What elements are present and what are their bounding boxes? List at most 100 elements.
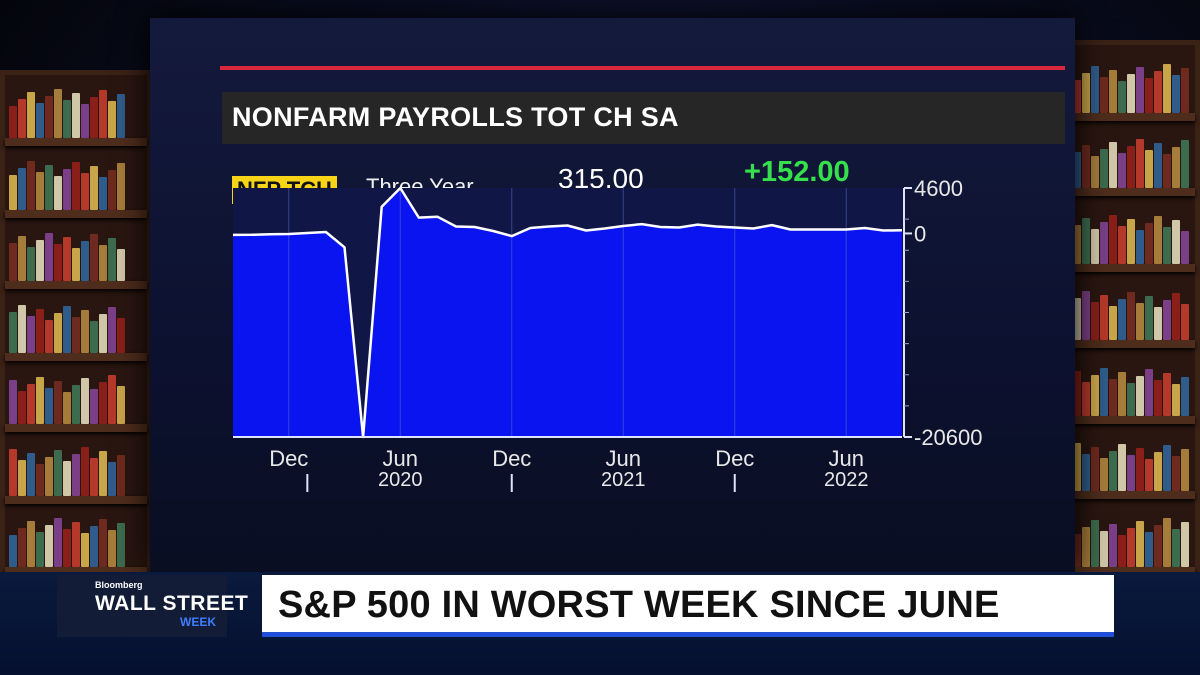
book xyxy=(108,101,116,139)
book xyxy=(1145,459,1153,492)
book xyxy=(1163,227,1171,265)
book xyxy=(18,391,26,425)
x-tick-label: Jun xyxy=(606,446,641,471)
book xyxy=(108,169,116,210)
book xyxy=(1163,63,1171,113)
book xyxy=(117,249,125,282)
book xyxy=(1136,139,1144,189)
chart-title-bar: NONFARM PAYROLLS TOT CH SA xyxy=(222,92,1065,144)
book xyxy=(108,461,116,496)
book xyxy=(1145,295,1153,340)
book xyxy=(1154,70,1162,113)
book xyxy=(1136,375,1144,416)
book xyxy=(36,240,44,282)
book xyxy=(1082,381,1090,416)
book xyxy=(54,449,62,496)
shelf-board xyxy=(1069,415,1195,424)
book xyxy=(1127,528,1135,567)
book xyxy=(1082,290,1090,340)
book xyxy=(117,386,125,425)
book xyxy=(9,243,17,282)
book xyxy=(1172,74,1180,113)
book xyxy=(72,248,80,282)
book xyxy=(117,162,125,210)
shelf-board xyxy=(1069,567,1195,575)
book-row xyxy=(9,301,143,353)
book xyxy=(1181,231,1189,265)
book xyxy=(18,459,26,496)
book xyxy=(1145,368,1153,416)
book xyxy=(81,533,89,567)
book xyxy=(1073,443,1081,492)
book xyxy=(45,96,53,139)
book xyxy=(1091,374,1099,416)
x-tick-label: Dec xyxy=(269,446,308,471)
payrolls-line xyxy=(232,186,903,439)
year-label: 2022 xyxy=(824,469,869,491)
book xyxy=(72,316,80,353)
chart-title: NONFARM PAYROLLS TOT CH SA xyxy=(232,102,679,132)
book xyxy=(1145,223,1153,265)
book xyxy=(1082,72,1090,113)
book-row xyxy=(1073,212,1191,265)
book xyxy=(1073,370,1081,416)
book xyxy=(1154,525,1162,567)
book xyxy=(36,308,44,353)
book xyxy=(1118,80,1126,113)
book xyxy=(1091,520,1099,567)
book xyxy=(1136,66,1144,113)
book xyxy=(99,176,107,210)
book xyxy=(1082,454,1090,492)
book xyxy=(1127,291,1135,340)
x-tick-label: Dec xyxy=(715,446,754,471)
book xyxy=(90,320,98,353)
book xyxy=(9,311,17,353)
x-tick-label: Dec xyxy=(492,446,531,471)
book xyxy=(63,100,71,139)
book xyxy=(18,528,26,567)
headline-text: S&P 500 IN WORST WEEK SINCE JUNE xyxy=(278,584,1000,626)
book-row xyxy=(1073,439,1191,492)
book xyxy=(27,384,35,425)
book xyxy=(1100,458,1108,492)
book xyxy=(1181,449,1189,492)
book xyxy=(63,460,71,496)
book xyxy=(1172,383,1180,416)
book-row xyxy=(9,515,143,567)
book xyxy=(1127,455,1135,492)
book xyxy=(1163,518,1171,567)
book xyxy=(18,236,26,282)
book xyxy=(99,313,107,353)
book xyxy=(36,532,44,567)
book xyxy=(1172,529,1180,567)
book xyxy=(81,309,89,353)
book xyxy=(1154,306,1162,340)
book xyxy=(1073,225,1081,265)
book xyxy=(1073,297,1081,340)
book-row xyxy=(9,158,143,210)
book xyxy=(1109,451,1117,492)
show-logo xyxy=(57,575,227,637)
book xyxy=(1109,142,1117,189)
book xyxy=(45,233,53,282)
book xyxy=(63,392,71,425)
book xyxy=(45,525,53,567)
book-row xyxy=(1073,515,1191,567)
bookshelf-left xyxy=(0,70,152,580)
book xyxy=(1109,524,1117,567)
book xyxy=(36,463,44,496)
book xyxy=(1100,222,1108,265)
book xyxy=(1118,226,1126,265)
book xyxy=(90,165,98,210)
book xyxy=(9,380,17,425)
book xyxy=(72,522,80,567)
book xyxy=(1154,452,1162,492)
book xyxy=(1145,532,1153,567)
book xyxy=(117,94,125,139)
bookshelf-right xyxy=(1064,40,1200,580)
shelf-board xyxy=(1069,188,1195,197)
book xyxy=(108,530,116,567)
book xyxy=(1145,150,1153,189)
book xyxy=(9,448,17,496)
book xyxy=(1082,145,1090,189)
